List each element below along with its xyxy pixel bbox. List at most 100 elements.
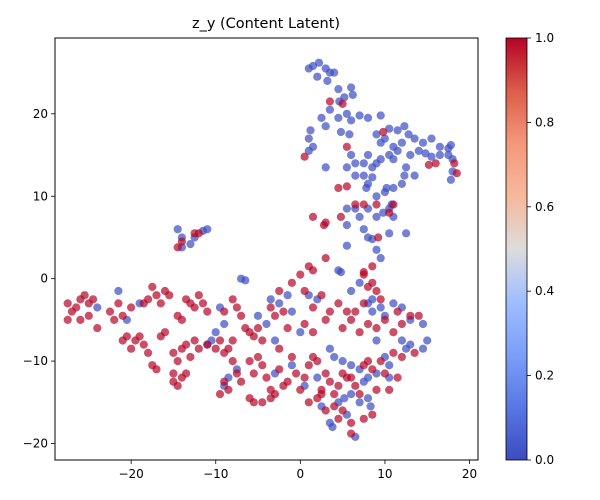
data-point — [410, 348, 419, 357]
data-point — [376, 111, 385, 120]
x-tick-label: 20 — [462, 467, 477, 481]
data-point — [431, 159, 440, 168]
data-point — [127, 344, 136, 353]
data-point — [279, 307, 288, 316]
data-point — [84, 311, 93, 320]
data-point — [404, 130, 413, 139]
data-point — [300, 286, 309, 296]
data-point — [127, 303, 136, 312]
data-point — [393, 307, 402, 316]
data-point — [355, 398, 364, 407]
data-point — [258, 398, 267, 407]
data-point — [93, 324, 102, 333]
data-point — [156, 299, 165, 308]
data-point — [363, 357, 373, 366]
data-point — [389, 299, 398, 308]
data-point — [385, 385, 394, 394]
data-point — [152, 291, 161, 300]
data-point — [389, 328, 398, 337]
data-point — [325, 97, 334, 106]
data-point — [347, 286, 356, 296]
data-point — [342, 109, 351, 118]
data-point — [317, 291, 326, 300]
points-layer — [63, 58, 461, 441]
data-point — [355, 111, 364, 120]
data-point — [389, 200, 398, 209]
data-point — [253, 352, 263, 362]
data-point — [397, 138, 406, 147]
data-point — [363, 150, 373, 160]
colorbar — [505, 37, 528, 461]
y-tick-label: 20 — [33, 107, 48, 121]
data-point — [194, 229, 203, 238]
data-point — [342, 142, 351, 151]
data-point — [427, 134, 436, 143]
data-point — [300, 319, 309, 329]
data-point — [330, 402, 339, 411]
data-point — [368, 278, 377, 287]
data-point — [258, 336, 267, 345]
data-point — [270, 311, 280, 320]
data-point — [397, 352, 406, 362]
data-point — [249, 332, 258, 341]
data-point — [321, 315, 330, 324]
data-point — [287, 352, 296, 362]
data-point — [424, 160, 433, 169]
data-point — [321, 406, 330, 415]
data-point — [313, 373, 322, 382]
data-point — [292, 369, 301, 378]
data-point — [190, 303, 199, 312]
data-point — [338, 357, 347, 366]
data-point — [359, 171, 368, 180]
data-point — [351, 307, 360, 316]
y-tick-label: −10 — [23, 354, 48, 368]
data-point — [406, 150, 415, 160]
data-point — [262, 373, 271, 382]
data-point — [347, 390, 356, 399]
data-point — [418, 138, 428, 147]
data-point — [215, 390, 225, 399]
data-point — [325, 105, 334, 114]
data-point — [359, 377, 368, 386]
data-point — [114, 299, 123, 308]
colorbar-tick-label: 0.8 — [535, 115, 554, 129]
data-point — [237, 377, 246, 386]
data-point — [446, 175, 455, 184]
data-point — [203, 340, 212, 349]
data-point — [182, 369, 191, 378]
data-point — [355, 328, 364, 337]
data-point — [382, 183, 391, 193]
data-point — [89, 295, 98, 304]
data-point — [376, 254, 385, 263]
data-point — [173, 243, 182, 252]
data-point — [342, 182, 351, 191]
data-point — [169, 369, 178, 378]
data-point — [347, 429, 356, 438]
data-point — [359, 270, 368, 279]
data-point — [351, 200, 360, 209]
data-point — [410, 171, 419, 180]
data-point — [317, 390, 326, 399]
y-tick-label: 0 — [40, 272, 48, 286]
data-point — [368, 262, 377, 271]
data-point — [165, 291, 174, 300]
data-point — [359, 225, 368, 234]
data-point — [389, 348, 398, 357]
data-point — [427, 152, 436, 161]
data-point — [385, 208, 394, 217]
data-point — [283, 377, 292, 386]
data-point — [380, 369, 389, 378]
data-point — [220, 307, 229, 316]
data-point — [76, 315, 85, 324]
data-point — [287, 361, 296, 370]
data-point — [203, 307, 212, 316]
data-point — [334, 414, 343, 423]
data-point — [237, 311, 246, 320]
data-point — [372, 245, 381, 254]
data-point — [122, 332, 131, 341]
data-point — [372, 212, 381, 221]
data-point — [368, 365, 377, 374]
data-point — [372, 286, 381, 296]
data-point — [228, 357, 237, 366]
